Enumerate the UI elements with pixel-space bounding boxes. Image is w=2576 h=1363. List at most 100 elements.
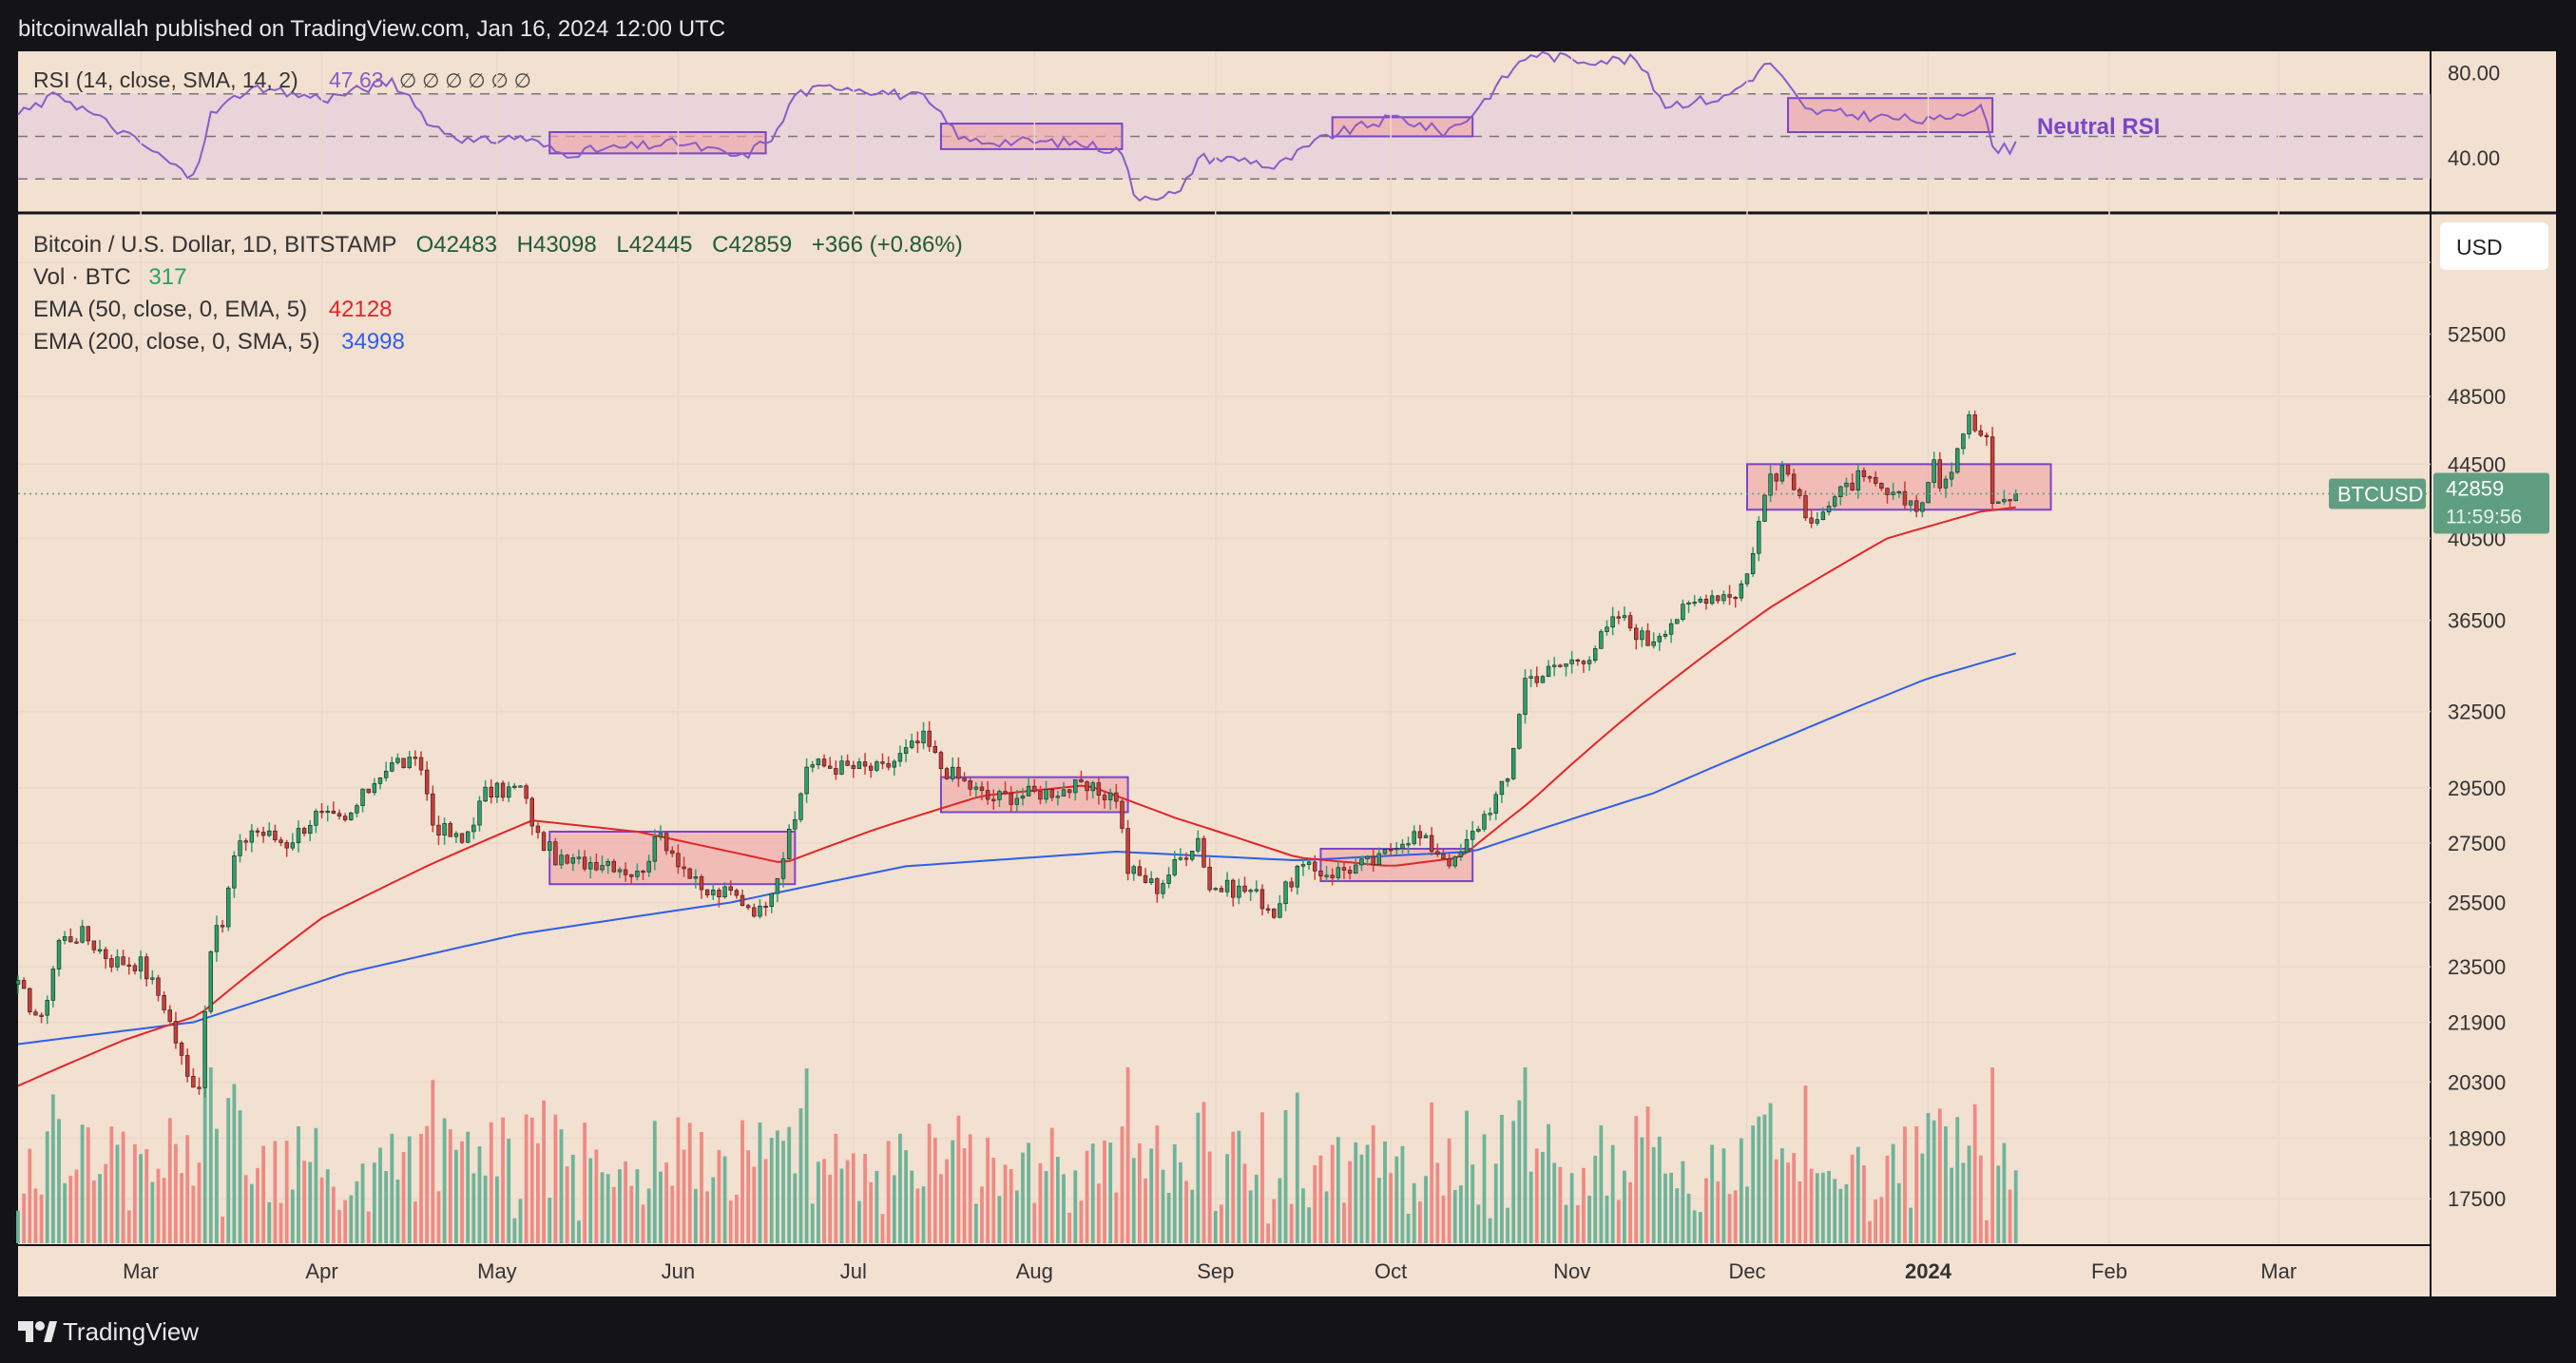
volume-bar	[845, 1160, 850, 1243]
candle-body	[1224, 879, 1230, 893]
volume-bar	[529, 1117, 534, 1243]
volume-bar	[518, 1199, 523, 1243]
currency-button-bg[interactable]	[2440, 222, 2548, 270]
volume-bar	[1114, 1192, 1119, 1243]
candle-body	[1417, 831, 1423, 838]
volume-bar	[1721, 1148, 1726, 1243]
y-axis-tick-label: 20300	[2448, 1070, 2506, 1094]
change-value: +366 (+0.86%)	[812, 232, 963, 258]
candle-body	[1382, 849, 1388, 854]
candle-body	[1610, 616, 1615, 628]
volume-bar	[238, 1110, 242, 1243]
volume-bar	[57, 1119, 61, 1243]
volume-bar	[1307, 1207, 1312, 1243]
candle-body	[383, 771, 389, 778]
volume-bar	[693, 1188, 698, 1243]
candle-body	[810, 764, 815, 768]
candle-body	[722, 886, 727, 897]
candle-body	[1838, 486, 1843, 497]
volume-bar	[892, 1175, 896, 1243]
volume-bar	[156, 1168, 161, 1243]
candle-body	[431, 793, 435, 826]
volume-bar	[1441, 1195, 1446, 1243]
currency-button-label[interactable]: USD	[2456, 235, 2503, 259]
volume-bar	[1675, 1188, 1680, 1243]
candle-body	[1143, 874, 1148, 883]
candle-body	[1744, 573, 1750, 585]
candle-body	[529, 797, 534, 827]
volume-bar	[781, 1141, 785, 1243]
candle-body	[1855, 470, 1860, 491]
volume-bar	[1049, 1127, 1054, 1243]
candle-body	[985, 790, 990, 800]
volume-bar	[968, 1134, 972, 1243]
candle-body	[1762, 494, 1767, 522]
volume-bar	[1125, 1067, 1130, 1243]
volume-bar	[63, 1182, 67, 1243]
volume-bar	[1803, 1085, 1808, 1243]
volume-bar	[1336, 1137, 1340, 1243]
currency-button[interactable]: USD	[2440, 222, 2548, 270]
candle-body	[611, 861, 617, 873]
candle-body	[617, 869, 623, 873]
candle-body	[56, 940, 62, 969]
volume-bar	[705, 1191, 710, 1243]
candle-body	[1289, 881, 1294, 888]
volume-bar	[1242, 1163, 1247, 1243]
volume-bar	[606, 1174, 610, 1243]
candle-body	[734, 890, 740, 896]
volume-bar	[624, 1161, 628, 1243]
candle-body	[717, 890, 721, 897]
candle-body	[138, 956, 144, 971]
volume-bar	[162, 1178, 166, 1243]
volume-bar	[1032, 1202, 1037, 1243]
volume-bar	[1704, 1178, 1708, 1243]
volume-bar	[1686, 1193, 1691, 1243]
candle-body	[126, 964, 131, 967]
volume-bar	[1757, 1116, 1761, 1243]
candle-body	[1920, 502, 1925, 512]
volume-bar	[256, 1167, 260, 1243]
candle-body	[927, 730, 932, 747]
rsi-axis-tick-label: 40.00	[2448, 146, 2500, 170]
volume-bar	[1739, 1138, 1743, 1243]
volume-bar	[308, 1161, 313, 1243]
candle-body	[1709, 595, 1715, 605]
y-axis-tick-label: 17500	[2448, 1187, 2506, 1211]
volume-bar	[769, 1137, 774, 1243]
volume-bar	[1108, 1142, 1113, 1243]
y-axis-tick-label: 36500	[2448, 608, 2506, 632]
volume-bar	[804, 1068, 809, 1243]
volume-bar	[559, 1129, 564, 1243]
candle-body	[1797, 489, 1802, 496]
candle-body	[541, 832, 547, 851]
candle-body	[121, 956, 125, 966]
candle-body	[693, 876, 699, 879]
candle-body	[921, 730, 926, 744]
volume-bar	[863, 1154, 867, 1243]
candle-body	[629, 874, 634, 877]
volume-bar	[197, 1162, 202, 1243]
price-panel: 5750052500485004450040500365003250029500…	[15, 51, 2549, 1283]
rsi-legend-value: 47.63	[329, 67, 384, 92]
volume-bar	[495, 1176, 499, 1243]
volume-bar	[1616, 1200, 1621, 1243]
volume-bar	[50, 1094, 55, 1243]
volume-bar	[1400, 1145, 1405, 1243]
x-axis-tick-label: Mar	[123, 1259, 159, 1283]
candle-body	[33, 1011, 38, 1016]
candle-body	[1698, 598, 1703, 603]
candle-body	[875, 761, 879, 771]
candle-body	[1254, 889, 1259, 892]
volume-bar	[1978, 1155, 1983, 1243]
candle-body	[1996, 501, 2001, 504]
candle-body	[1499, 780, 1505, 796]
candle-body	[635, 871, 640, 877]
candle-body	[489, 786, 493, 798]
candle-body	[483, 786, 488, 802]
candle-body	[390, 762, 394, 772]
candle-body	[1622, 615, 1627, 619]
volume-bar	[1406, 1213, 1411, 1243]
candle-body	[1569, 659, 1574, 664]
candle-body	[938, 752, 944, 769]
